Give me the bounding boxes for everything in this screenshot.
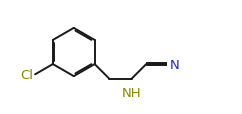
Text: Cl: Cl — [21, 68, 34, 81]
Text: N: N — [170, 58, 179, 71]
Text: NH: NH — [122, 86, 142, 99]
